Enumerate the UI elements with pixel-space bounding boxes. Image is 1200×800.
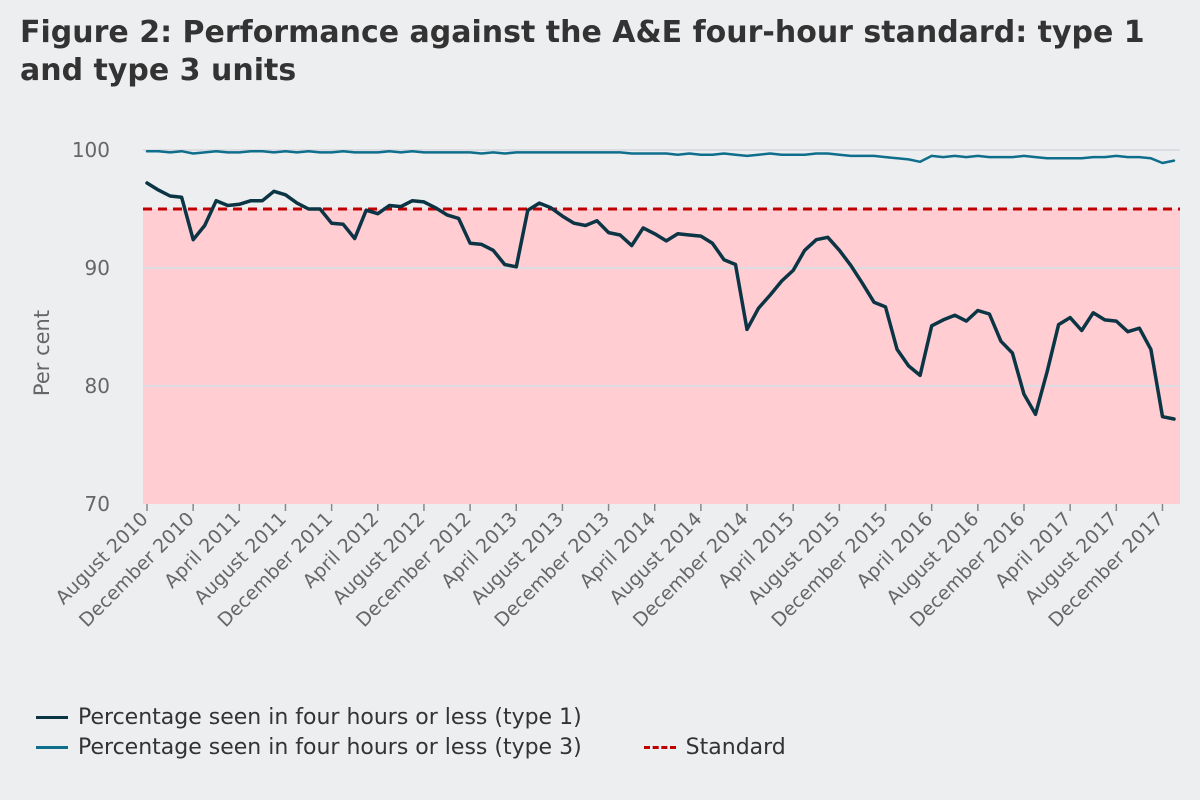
below-standard-region [143, 209, 1180, 504]
chart-title: Figure 2: Performance against the A&E fo… [20, 15, 1145, 88]
legend-swatch-standard [643, 745, 676, 749]
y-tick-label-100: 100 [72, 138, 110, 162]
legend-row-2: Percentage seen in four hours or less (t… [36, 732, 786, 762]
series-type1-line [145, 181, 1176, 421]
legend-swatch-type1 [36, 715, 68, 719]
y-tick-label-70: 70 [85, 492, 110, 516]
legend-item-type1: Percentage seen in four hours or less (t… [36, 705, 582, 730]
legend-item-standard: Standard [643, 734, 786, 760]
series-type3-line [145, 149, 1176, 165]
legend-item-type3: Percentage seen in four hours or less (t… [36, 735, 582, 760]
legend-row-1: Percentage seen in four hours or less (t… [36, 702, 786, 732]
legend: Percentage seen in four hours or less (t… [36, 702, 786, 762]
y-tick-label-90: 90 [85, 256, 110, 280]
y-tick-label-80: 80 [85, 374, 110, 398]
legend-label-standard: Standard [685, 734, 786, 760]
legend-swatch-type3 [36, 745, 68, 749]
legend-label-type3: Percentage seen in four hours or less (t… [78, 734, 582, 760]
y-axis-label: Per cent [30, 310, 54, 396]
legend-label-type1: Percentage seen in four hours or less (t… [78, 704, 582, 730]
